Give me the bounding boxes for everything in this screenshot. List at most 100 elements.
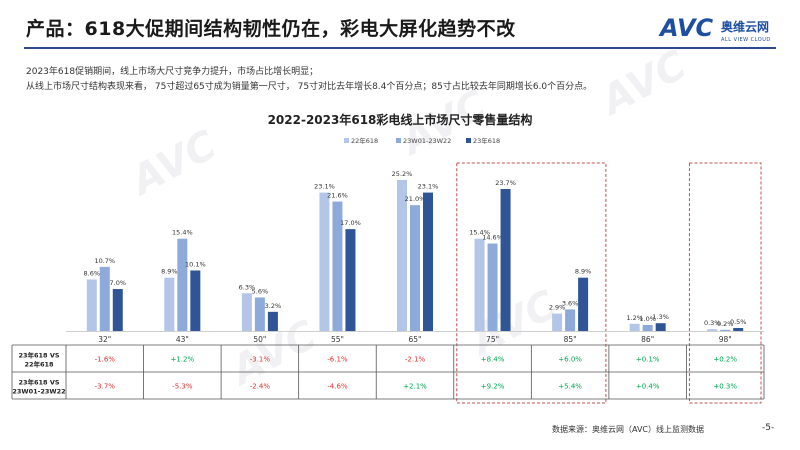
bar-value-label: 8.9% — [161, 268, 178, 276]
table-cell-value: +0.2% — [713, 356, 737, 364]
category-label: 55" — [331, 335, 344, 344]
category-label: 75" — [486, 335, 499, 344]
bar-value-label: 7.0% — [110, 279, 127, 287]
bar — [397, 180, 407, 331]
table-row-label: 23年618 VS — [18, 351, 59, 360]
bar — [177, 238, 188, 331]
bar — [629, 323, 640, 331]
bar — [190, 270, 201, 331]
table-cell-value: +5.4% — [558, 383, 582, 391]
bar-value-label: 10.1% — [185, 260, 206, 268]
summary-note-2: 从线上市场尺寸结构表现来看， 75寸超过65寸成为销量第一尺寸， 75寸对比去年… — [26, 82, 593, 92]
legend-label: 23年618 — [473, 136, 500, 145]
legend-swatch — [344, 138, 349, 143]
table-row-label: 22年618 — [24, 360, 54, 369]
bar — [241, 293, 252, 331]
bar — [410, 205, 420, 331]
table-cell-value: +0.4% — [636, 383, 660, 391]
legend-swatch — [466, 138, 471, 143]
logo-subtitle: ALL VIEW CLOUD — [721, 37, 771, 43]
bar — [86, 279, 97, 331]
table-cell-value: +9.2% — [481, 383, 505, 391]
bar-value-label: 23.7% — [495, 179, 516, 187]
logo-mark: AVC — [658, 14, 714, 42]
bar — [267, 311, 278, 331]
bar — [345, 229, 356, 331]
table-cell-value: -6.1% — [327, 356, 348, 364]
table-cell-value: +0.1% — [636, 356, 660, 364]
legend-swatch — [396, 138, 401, 143]
table-cell-value: -2.1% — [405, 356, 426, 364]
table-cell-value: -2.4% — [250, 383, 271, 391]
bar — [733, 328, 744, 331]
bar — [642, 325, 653, 331]
category-label: 50" — [253, 335, 266, 344]
table-cell-value: -3.1% — [250, 356, 271, 364]
table-cell-value: -4.6% — [327, 383, 348, 391]
category-label: 85" — [564, 335, 577, 344]
bar-value-label: 1.0% — [639, 315, 656, 323]
summary-note-1: 2023年618促销期间，线上市场大尺寸竞争力提升，市场占比增长明显； — [26, 67, 319, 77]
bar-value-label: 2.9% — [549, 304, 566, 312]
bar-value-label: 1.3% — [652, 313, 669, 321]
table-cell-value: +1.2% — [171, 356, 195, 364]
bar — [552, 313, 563, 331]
bar-value-label: 8.9% — [575, 268, 592, 276]
table-cell-value: +8.4% — [481, 356, 505, 364]
table-cell-value: +6.0% — [558, 356, 582, 364]
bar-value-label: 10.7% — [94, 257, 115, 265]
bar-value-label: 21.6% — [327, 192, 348, 200]
bar-value-label: 0.5% — [730, 318, 747, 326]
bar — [578, 277, 589, 331]
bar-value-label: 3.6% — [562, 299, 579, 307]
bar — [707, 329, 718, 331]
logo-name: 奥维云网 — [721, 19, 769, 34]
category-label: 98" — [719, 335, 732, 344]
bar — [487, 243, 498, 331]
table-cell-value: +2.1% — [403, 383, 427, 391]
page-number: -5- — [762, 423, 775, 433]
bar-value-label: 0.3% — [704, 319, 721, 327]
bar-value-label: 1.2% — [626, 314, 643, 322]
data-source: 数据来源：奥维云网（AVC）线上监测数据 — [552, 425, 705, 434]
table-cell-value: -5.3% — [172, 383, 193, 391]
bar — [112, 289, 123, 331]
category-label: 86" — [641, 335, 654, 344]
bar-value-label: 5.6% — [252, 287, 269, 295]
bar — [474, 238, 485, 331]
bar — [164, 277, 175, 331]
bar-value-label: 15.4% — [172, 229, 193, 237]
bar — [99, 266, 110, 331]
avc-logo: AVC 奥维云网 ALL VIEW CLOUD — [658, 14, 771, 43]
bar-value-label: 6.3% — [239, 283, 256, 291]
bar-value-label: 0.2% — [717, 320, 734, 328]
bar — [254, 297, 265, 331]
table-cell-value: +0.3% — [713, 383, 737, 391]
bar — [319, 192, 330, 331]
category-label: 32" — [98, 335, 111, 344]
table-row-label: 23W01-23W22 — [12, 388, 65, 396]
bar-value-label: 3.2% — [265, 302, 282, 310]
table-cell-value: -1.6% — [95, 356, 116, 364]
bar-value-label: 15.4% — [469, 229, 490, 237]
bar-value-label: 17.0% — [340, 219, 361, 227]
bar — [655, 323, 666, 331]
bar — [332, 201, 343, 331]
legend-label: 22年618 — [351, 136, 378, 145]
bar-value-label: 23.1% — [314, 183, 335, 191]
title-divider — [24, 47, 776, 49]
table-row-label: 23年618 VS — [18, 378, 59, 387]
bar-value-label: 25.2% — [392, 170, 413, 178]
bar — [423, 192, 433, 331]
bar-value-label: 21.0% — [405, 195, 426, 203]
category-label: 65" — [409, 335, 422, 344]
category-label: 43" — [176, 335, 189, 344]
chart-title: 2022-2023年618彩电线上市场尺寸零售量结构 — [267, 113, 533, 127]
bar-value-label: 14.6% — [482, 234, 503, 242]
bar — [720, 329, 731, 331]
bar-value-label: 23.1% — [418, 183, 439, 191]
table-cell-value: -3.7% — [95, 383, 116, 391]
bar — [565, 309, 576, 331]
